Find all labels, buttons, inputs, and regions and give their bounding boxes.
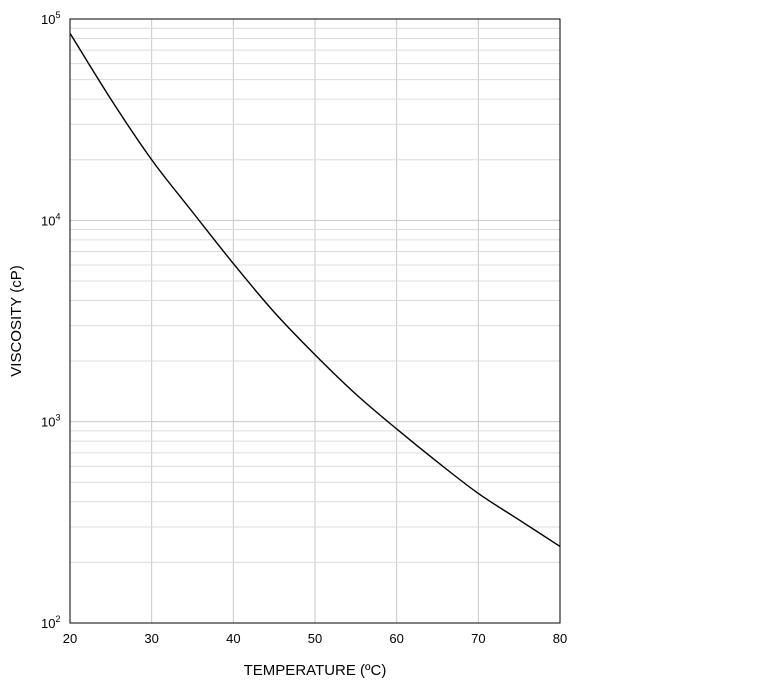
- y-tick-label: 104: [41, 211, 60, 228]
- y-tick-label: 105: [41, 10, 60, 27]
- y-tick-labels: 102 103 104 105: [41, 10, 60, 631]
- plot-frame: [69, 18, 561, 624]
- viscosity-curve-0: [69, 32, 561, 548]
- y-tick-label: 103: [41, 413, 60, 430]
- grid-lines: [70, 19, 560, 623]
- y-tick-label: 102: [41, 614, 60, 631]
- x-tick-labels: 20 30 40 50 60 70 80: [63, 631, 567, 646]
- x-tick-label: 50: [308, 631, 322, 646]
- x-axis-label: TEMPERATURE (ºC): [244, 662, 387, 679]
- x-tick-label: 20: [63, 631, 77, 646]
- x-tick-label: 30: [144, 631, 158, 646]
- x-tick-label: 70: [471, 631, 485, 646]
- data-series: [69, 32, 561, 548]
- x-tick-label: 80: [553, 631, 567, 646]
- y-axis-label: VISCOSITY (cP): [8, 265, 25, 376]
- x-tick-label: 40: [226, 631, 240, 646]
- x-tick-label: 60: [389, 631, 403, 646]
